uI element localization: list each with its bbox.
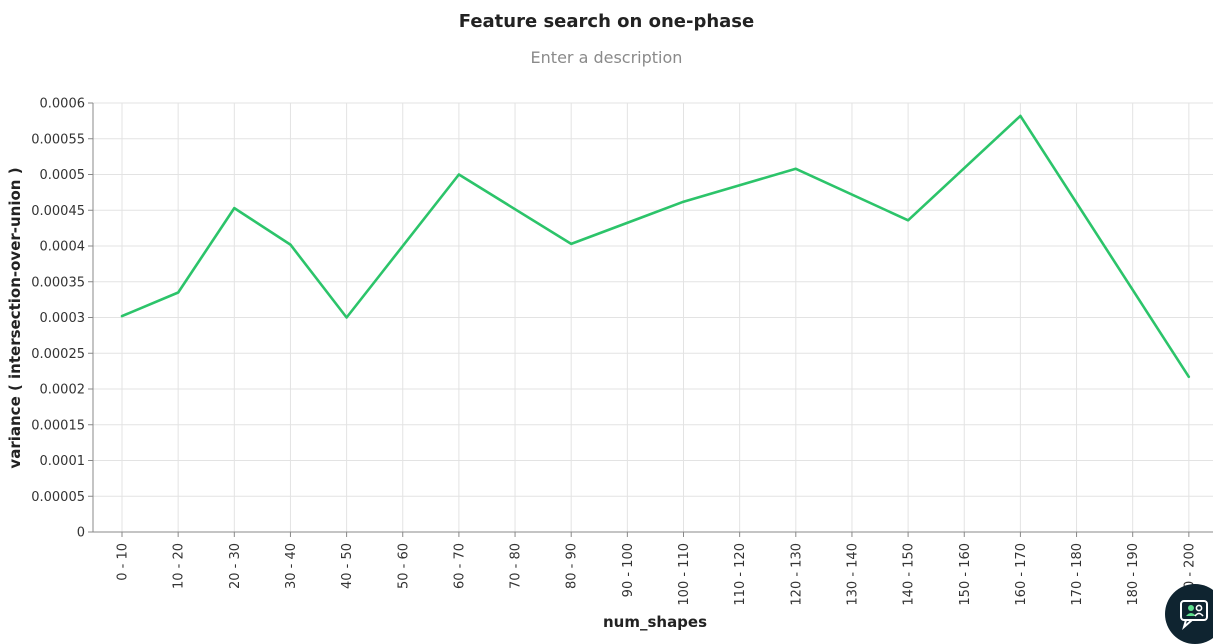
chat-support-button[interactable] [1165, 584, 1213, 644]
data-point[interactable] [457, 173, 461, 177]
y-tick-label: 0.0004 [40, 240, 86, 255]
y-tick-label: 0.00025 [31, 347, 85, 362]
data-point[interactable] [232, 206, 236, 210]
x-tick-label: 20 - 30 [228, 543, 243, 589]
y-tick-label: 0.00055 [31, 132, 85, 147]
data-point[interactable] [176, 290, 180, 294]
y-axis-label: variance ( intersection-over-union ) [6, 167, 24, 468]
chat-support-icon [1180, 600, 1208, 630]
data-point[interactable] [569, 242, 573, 246]
x-tick-label: 80 - 90 [565, 543, 580, 589]
x-tick-label: 0 - 10 [116, 543, 131, 581]
x-tick-label: 130 - 140 [845, 543, 860, 606]
x-tick-label: 100 - 110 [677, 543, 692, 606]
chart-description[interactable]: Enter a description [530, 48, 683, 67]
data-point[interactable] [120, 314, 124, 318]
x-tick-label: 40 - 50 [340, 543, 355, 589]
y-tick-label: 0.0005 [40, 168, 86, 183]
data-point[interactable] [345, 316, 349, 320]
x-tick-label: 10 - 20 [172, 543, 187, 589]
y-tick-label: 0.0001 [40, 454, 86, 469]
x-tick-label: 120 - 130 [789, 543, 804, 606]
y-tick-label: 0.0002 [40, 383, 86, 398]
series-line-0 [120, 114, 1191, 379]
x-tick-label: 110 - 120 [733, 543, 748, 606]
x-axis-label: num_shapes [603, 613, 707, 631]
y-tick-label: 0.0006 [40, 97, 86, 112]
x-tick-label: 30 - 40 [284, 543, 299, 589]
x-tick-label: 180 - 190 [1126, 543, 1141, 606]
y-tick-label: 0 [77, 526, 85, 541]
chart-title: Feature search on one-phase [458, 11, 755, 32]
data-point[interactable] [682, 200, 686, 204]
data-point[interactable] [794, 167, 798, 171]
x-tick-label: 70 - 80 [509, 543, 524, 589]
y-tick-label: 0.00035 [31, 275, 85, 290]
x-tick-label: 160 - 170 [1014, 543, 1029, 606]
x-tick-label: 140 - 150 [902, 543, 917, 606]
data-point[interactable] [1018, 114, 1022, 118]
data-point[interactable] [906, 218, 910, 222]
y-tick-label: 0.0003 [40, 311, 86, 326]
x-tick-label: 150 - 160 [958, 543, 973, 606]
y-tick-label: 0.00045 [31, 204, 85, 219]
x-tick-label: 170 - 180 [1070, 543, 1085, 606]
data-point[interactable] [288, 243, 292, 247]
data-point[interactable] [1187, 375, 1191, 379]
x-tick-label: 90 - 100 [621, 543, 636, 597]
y-tick-label: 0.00005 [31, 490, 85, 505]
y-tick-label: 0.00015 [31, 418, 85, 433]
x-tick-label: 50 - 60 [396, 543, 411, 589]
x-tick-label: 60 - 70 [452, 543, 467, 589]
